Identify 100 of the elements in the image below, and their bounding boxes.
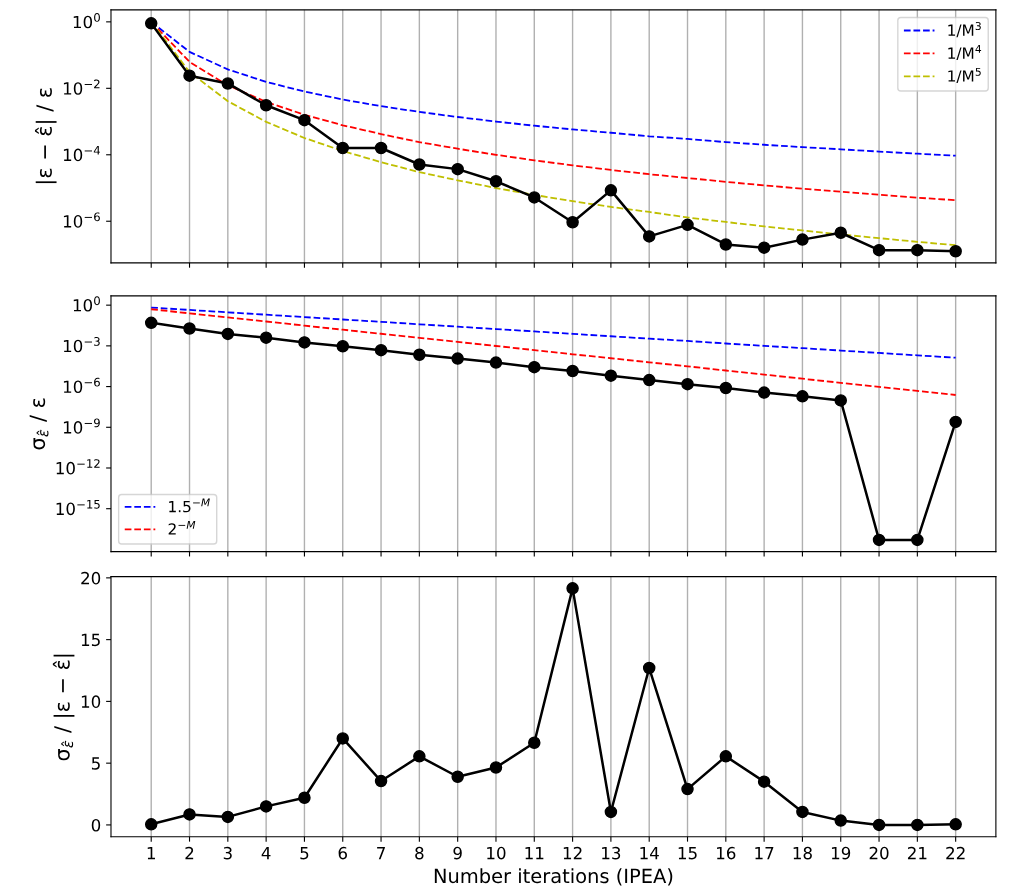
point: [642, 230, 656, 243]
y-tick-label: 5: [91, 757, 100, 770]
point: [872, 533, 886, 547]
point: [451, 770, 464, 783]
point: [374, 774, 388, 788]
point: [336, 339, 349, 353]
point: [183, 69, 196, 82]
legend-label: 1.5$^{−M}$: [169, 498, 210, 513]
point: [757, 386, 771, 399]
point: [489, 356, 503, 369]
point: [719, 750, 733, 763]
point: [642, 661, 656, 675]
y-axis-title: σ$_{ε̂}$ / |ε − ε̂|: [52, 654, 75, 761]
x-tick-label: 7: [377, 847, 385, 860]
y-tick-label: 0: [91, 818, 101, 832]
point: [298, 336, 311, 349]
point: [259, 98, 273, 112]
point: [834, 814, 847, 827]
x-tick-label: 11: [525, 847, 544, 860]
point: [604, 369, 618, 382]
point: [144, 316, 158, 330]
point: [911, 818, 924, 832]
x-tick-label: 14: [640, 847, 659, 860]
point: [757, 241, 771, 254]
point: [872, 243, 886, 257]
point: [681, 782, 694, 796]
legend-label: 1/M$^{4}$: [948, 45, 982, 61]
x-tick-label: 12: [563, 846, 582, 860]
point: [604, 184, 618, 197]
point: [298, 113, 311, 127]
point: [528, 736, 541, 750]
legend-label: 2$^{−M}$: [168, 520, 196, 535]
point: [604, 805, 618, 819]
point: [144, 818, 158, 831]
point: [259, 331, 273, 344]
point: [183, 808, 196, 821]
x-axis-title: Number iterations (IPEA): [434, 868, 673, 886]
y-tick-label: 10$^{0}$: [73, 296, 100, 312]
point: [451, 352, 464, 365]
point: [796, 233, 809, 246]
point: [374, 141, 388, 155]
y-axis-title: |ε − ε̂| / ε: [34, 88, 57, 184]
point: [221, 810, 235, 824]
y-tick-label: 20: [81, 571, 101, 585]
y-tick-label: 10$^{−6}$: [63, 212, 100, 228]
point: [681, 377, 694, 391]
x-tick-label: 1: [147, 847, 155, 860]
y-tick-label: 10$^{−3}$: [63, 337, 100, 353]
point: [528, 191, 541, 204]
point: [834, 394, 847, 407]
point: [183, 322, 196, 335]
point: [374, 343, 388, 357]
point: [298, 791, 311, 804]
point: [719, 381, 733, 395]
y-tick-label: 10: [81, 695, 101, 708]
point: [336, 141, 349, 155]
point: [872, 818, 886, 832]
point: [259, 800, 273, 813]
x-tick-label: 2: [185, 846, 194, 860]
line-series: [150, 308, 957, 396]
x-tick-label: 8: [415, 846, 424, 860]
y-tick-label: 10$^{−2}$: [63, 79, 100, 95]
point: [681, 218, 694, 232]
y-tick-label: 10$^{0}$: [73, 13, 100, 29]
x-tick-label: 4: [261, 847, 271, 860]
point: [642, 373, 656, 387]
point: [566, 216, 579, 229]
point: [413, 750, 426, 763]
x-tick-label: 9: [453, 846, 462, 860]
x-tick-label: 20: [869, 846, 889, 860]
point: [221, 77, 235, 90]
point: [451, 162, 464, 176]
point: [144, 17, 158, 30]
x-tick-label: 10: [487, 846, 506, 860]
y-tick-label: 10$^{−15}$: [56, 500, 100, 516]
line-series: [150, 306, 957, 359]
point: [949, 818, 962, 831]
x-tick-label: 5: [300, 847, 309, 860]
y-tick-label: 10$^{−6}$: [63, 377, 100, 394]
point: [834, 226, 847, 240]
point: [566, 364, 579, 378]
x-tick-label: 18: [793, 846, 812, 860]
x-tick-label: 19: [831, 846, 851, 860]
point: [221, 327, 235, 341]
point: [413, 348, 426, 362]
x-tick-label: 17: [755, 847, 774, 860]
y-tick-label: 10$^{−9}$: [63, 418, 100, 434]
x-tick-label: 22: [946, 846, 965, 860]
y-tick-label: 15: [81, 633, 100, 647]
x-tick-label: 21: [907, 846, 927, 860]
x-tick-label: 15: [678, 847, 697, 860]
legend-label: 1/M$^{5}$: [948, 67, 981, 83]
y-tick-label: 10$^{−12}$: [56, 459, 100, 475]
point: [336, 732, 349, 745]
y-axis-title: σ$_{ε̂}$ / ε: [29, 398, 49, 450]
point: [566, 582, 579, 595]
point: [489, 761, 503, 774]
x-tick-label: 13: [602, 846, 621, 860]
x-tick-label: 3: [223, 846, 232, 860]
point: [796, 390, 809, 403]
